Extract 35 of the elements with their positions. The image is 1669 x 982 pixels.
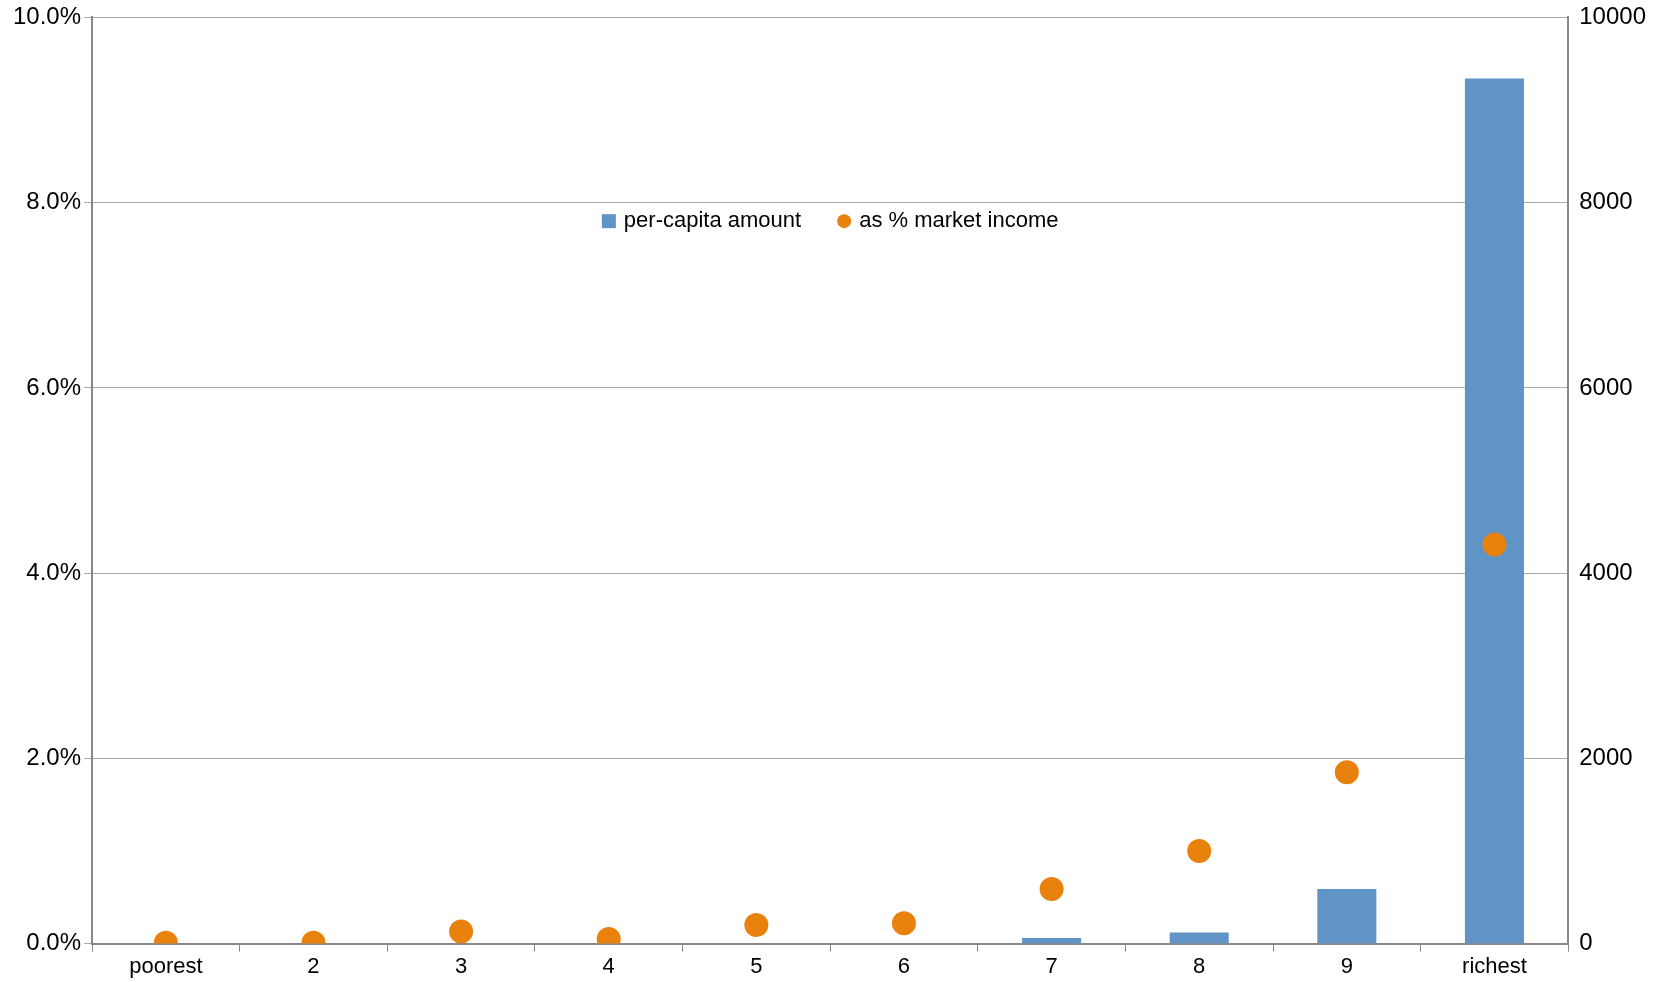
x-tick-label: poorest: [129, 952, 203, 978]
point: [891, 911, 916, 936]
y2-tick-label: 4000: [1579, 557, 1633, 585]
bar: [1022, 938, 1082, 944]
point: [449, 919, 474, 944]
y2-tick-label: 10000: [1579, 2, 1647, 30]
y-tick-label: 4.0%: [26, 557, 82, 585]
legend-label: per-capita amount: [623, 207, 802, 233]
x-tick-label: richest: [1462, 952, 1527, 978]
y-tick-label: 8.0%: [26, 187, 82, 215]
y-tick-label: 6.0%: [26, 372, 82, 400]
x-tick-label: 8: [1193, 952, 1206, 978]
point: [1187, 838, 1212, 863]
point: [1039, 876, 1064, 901]
x-tick-label: 3: [454, 952, 468, 978]
bar: [1464, 78, 1524, 944]
legend-label: as % market income: [859, 207, 1059, 233]
x-tick-label: 2: [307, 952, 320, 978]
point: [744, 913, 769, 938]
point: [1482, 532, 1507, 557]
y-tick-label: 10.0%: [12, 2, 82, 30]
x-tick-label: 6: [897, 952, 911, 978]
bar: [1169, 932, 1229, 944]
x-tick-label: 4: [602, 952, 615, 978]
y-tick-label: 2.0%: [26, 742, 82, 770]
x-tick-label: 9: [1340, 952, 1353, 978]
bar: [1317, 888, 1377, 944]
y2-tick-label: 2000: [1579, 742, 1633, 770]
y2-tick-label: 8000: [1579, 187, 1633, 215]
x-tick-label: 7: [1045, 952, 1058, 978]
point: [1334, 760, 1359, 785]
y-tick-label: 0.0%: [26, 928, 82, 956]
y2-tick-label: 0: [1579, 928, 1593, 956]
y2-tick-label: 6000: [1579, 372, 1633, 400]
x-tick-label: 5: [750, 952, 763, 978]
